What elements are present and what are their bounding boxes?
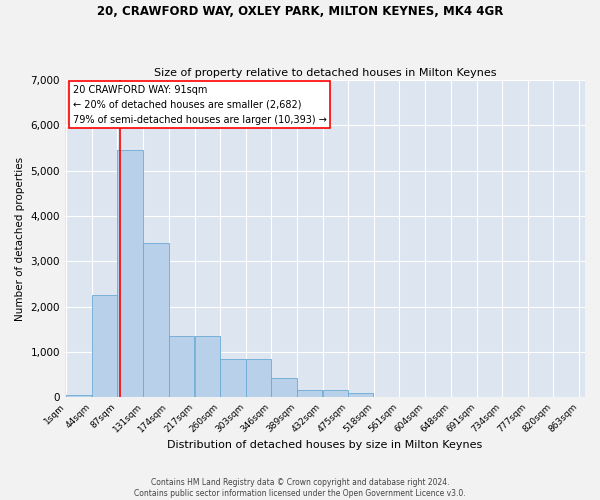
Bar (194, 336, 220, 398)
Bar (348, 394, 373, 398)
X-axis label: Distribution of detached houses by size in Milton Keynes: Distribution of detached houses by size … (167, 440, 482, 450)
Bar (220, 359, 245, 398)
Bar (92, 296, 117, 398)
Bar (297, 390, 322, 398)
Bar (66, 395, 91, 398)
Bar (169, 336, 194, 398)
Bar (271, 378, 296, 398)
Bar (323, 390, 348, 398)
Bar (143, 244, 169, 398)
Title: Size of property relative to detached houses in Milton Keynes: Size of property relative to detached ho… (154, 68, 496, 78)
Bar (117, 150, 143, 398)
Text: 20, CRAWFORD WAY, OXLEY PARK, MILTON KEYNES, MK4 4GR: 20, CRAWFORD WAY, OXLEY PARK, MILTON KEY… (97, 5, 503, 18)
Text: Contains HM Land Registry data © Crown copyright and database right 2024.
Contai: Contains HM Land Registry data © Crown c… (134, 478, 466, 498)
Y-axis label: Number of detached properties: Number of detached properties (15, 157, 25, 321)
Text: 20 CRAWFORD WAY: 91sqm
← 20% of detached houses are smaller (2,682)
79% of semi-: 20 CRAWFORD WAY: 91sqm ← 20% of detached… (73, 85, 326, 124)
Bar (246, 359, 271, 398)
